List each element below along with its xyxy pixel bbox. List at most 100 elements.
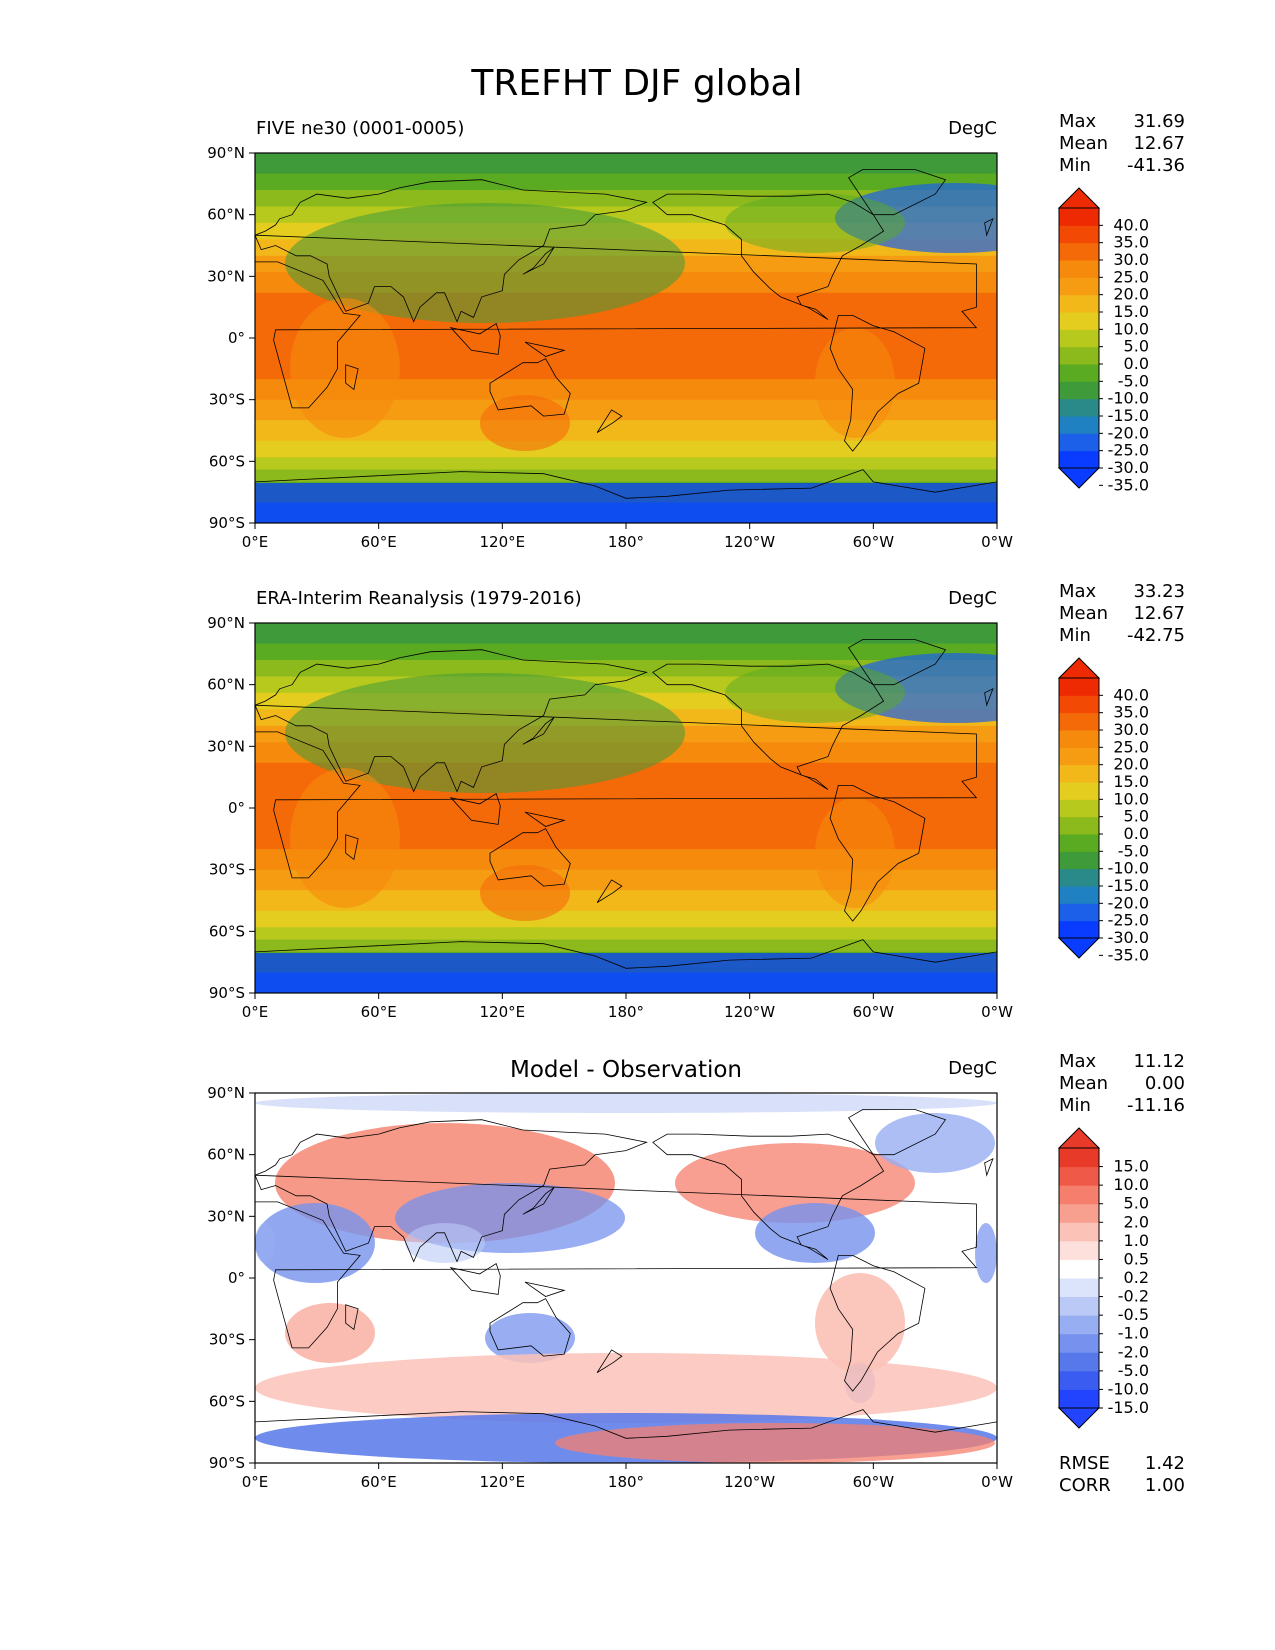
temperature-band	[255, 153, 997, 175]
y-tick-label: 60°N	[207, 206, 245, 224]
colorbar-tick-label: 35.0	[1113, 703, 1149, 722]
colorbar-segment	[1059, 381, 1099, 400]
colorbar-tick-label: 10.0	[1113, 319, 1149, 338]
figure-title: TREFHT DJF global	[470, 63, 802, 104]
colorbar-tick-label: -30.0	[1108, 928, 1149, 947]
y-tick-label: 0°	[228, 1269, 245, 1287]
y-tick-label: 90°N	[207, 144, 245, 162]
colorbar-segment	[1059, 1389, 1099, 1409]
map-panel-2: Model - Observation DegC Max 11.12 Mean 0.00 M…	[207, 1051, 1185, 1496]
panel-title: Model - Observation	[510, 1057, 742, 1083]
colorbar-tick-label: -35.0	[1108, 945, 1149, 964]
colorbar-max-arrow	[1057, 187, 1101, 209]
temperature-band	[255, 927, 997, 941]
colorbar-segment	[1059, 1352, 1099, 1372]
x-tick-label: 0°E	[242, 1003, 269, 1021]
colorbar-segment	[1059, 903, 1099, 922]
temperature-band	[255, 643, 997, 661]
coastline	[255, 234, 978, 409]
anomaly-region	[675, 1143, 915, 1223]
temperature-band	[255, 399, 997, 422]
coastline	[596, 1349, 623, 1373]
stat-value: 31.69	[1133, 111, 1185, 132]
colorbar-tick-label: -5.0	[1118, 371, 1149, 390]
x-tick-label: 0°W	[981, 1003, 1013, 1021]
colorbar-segment	[1059, 398, 1099, 417]
colorbar-tick-label: -10.0	[1108, 859, 1149, 878]
colorbar-segment	[1059, 208, 1099, 226]
antarctica-cold	[255, 953, 997, 993]
anomaly-region	[255, 1223, 275, 1263]
colorbar-segment	[1059, 1259, 1099, 1279]
warm-region	[815, 798, 895, 908]
y-tick-label: 60°N	[207, 676, 245, 694]
colorbar-tick-label: 0.0	[1124, 824, 1149, 843]
coastline	[255, 1119, 648, 1263]
colorbar-tick-label: 5.0	[1124, 1194, 1149, 1213]
colorbar-max-arrow	[1057, 1127, 1101, 1149]
colorbar-tick-label: -10.0	[1108, 389, 1149, 408]
coastline	[489, 828, 571, 887]
x-tick-label: 60°W	[853, 533, 895, 551]
stat-value: -42.75	[1127, 625, 1185, 646]
colorbar-tick-label: 1.0	[1124, 1231, 1149, 1250]
colorbar-tick-label: -15.0	[1108, 876, 1149, 895]
colorbar-tick-label: 15.0	[1113, 302, 1149, 321]
colorbar-segment	[1059, 329, 1099, 348]
stat-value: 1.00	[1145, 1475, 1185, 1496]
coastline	[255, 179, 648, 323]
x-tick-label: 120°W	[724, 533, 775, 551]
coastline	[984, 217, 994, 237]
temperature-band	[255, 828, 997, 851]
y-tick-label: 90°S	[209, 1454, 245, 1472]
colorbar-min-arrow	[1057, 937, 1101, 959]
temperature-band	[255, 849, 997, 871]
coastline	[524, 341, 566, 357]
colorbar-segment	[1059, 1278, 1099, 1298]
colorbar-segment	[1059, 730, 1099, 748]
y-tick-label: 60°S	[209, 1392, 245, 1410]
coastline	[489, 358, 571, 417]
stat-value: 12.67	[1133, 133, 1185, 154]
colorbar-tick-label: -35.0	[1108, 475, 1149, 494]
x-tick-label: 120°E	[480, 1473, 526, 1491]
anomaly-region	[875, 1113, 995, 1173]
cold-region	[285, 203, 685, 323]
colorbar-segment	[1059, 834, 1099, 852]
colorbar-tick-label: -25.0	[1108, 441, 1149, 460]
y-tick-label: 30°N	[207, 267, 245, 285]
colorbar-segment	[1059, 346, 1099, 365]
coastline	[984, 1157, 994, 1177]
x-tick-label: 0°W	[981, 533, 1013, 551]
stat-label: Min	[1059, 155, 1091, 176]
stat-label: RMSE	[1059, 1453, 1110, 1474]
map-panel-1: ERA-Interim Reanalysis (1979-2016) DegC Ma…	[207, 581, 1185, 1021]
coastline	[255, 469, 997, 523]
colorbar-tick-label: 25.0	[1113, 267, 1149, 286]
temperature-band	[255, 869, 997, 892]
x-tick-label: 120°E	[480, 1003, 526, 1021]
y-tick-label: 30°N	[207, 1207, 245, 1225]
warm-region	[290, 768, 400, 908]
anomaly-region	[555, 1423, 995, 1463]
y-tick-label: 60°S	[209, 922, 245, 940]
x-tick-label: 60°E	[361, 1473, 397, 1491]
coastline	[255, 649, 648, 793]
x-tick-label: 180°	[608, 1473, 644, 1491]
colorbar-tick-label: -15.0	[1108, 406, 1149, 425]
x-tick-label: 120°W	[724, 1003, 775, 1021]
colorbar-min-arrow	[1057, 467, 1101, 489]
anomaly-region	[555, 1253, 755, 1333]
coastline	[255, 1409, 997, 1463]
y-tick-label: 90°S	[209, 984, 245, 1002]
colorbar-segment	[1059, 868, 1099, 887]
stat-value: 11.12	[1133, 1051, 1185, 1072]
units-label: DegC	[948, 1058, 997, 1079]
x-tick-label: 0°E	[242, 1473, 269, 1491]
x-tick-label: 60°W	[853, 1003, 895, 1021]
x-tick-label: 60°E	[361, 1003, 397, 1021]
colorbar-frame	[1058, 677, 1100, 939]
colorbar-tick-label: -25.0	[1108, 911, 1149, 930]
map-field	[254, 1092, 998, 1464]
coastline	[345, 834, 359, 861]
